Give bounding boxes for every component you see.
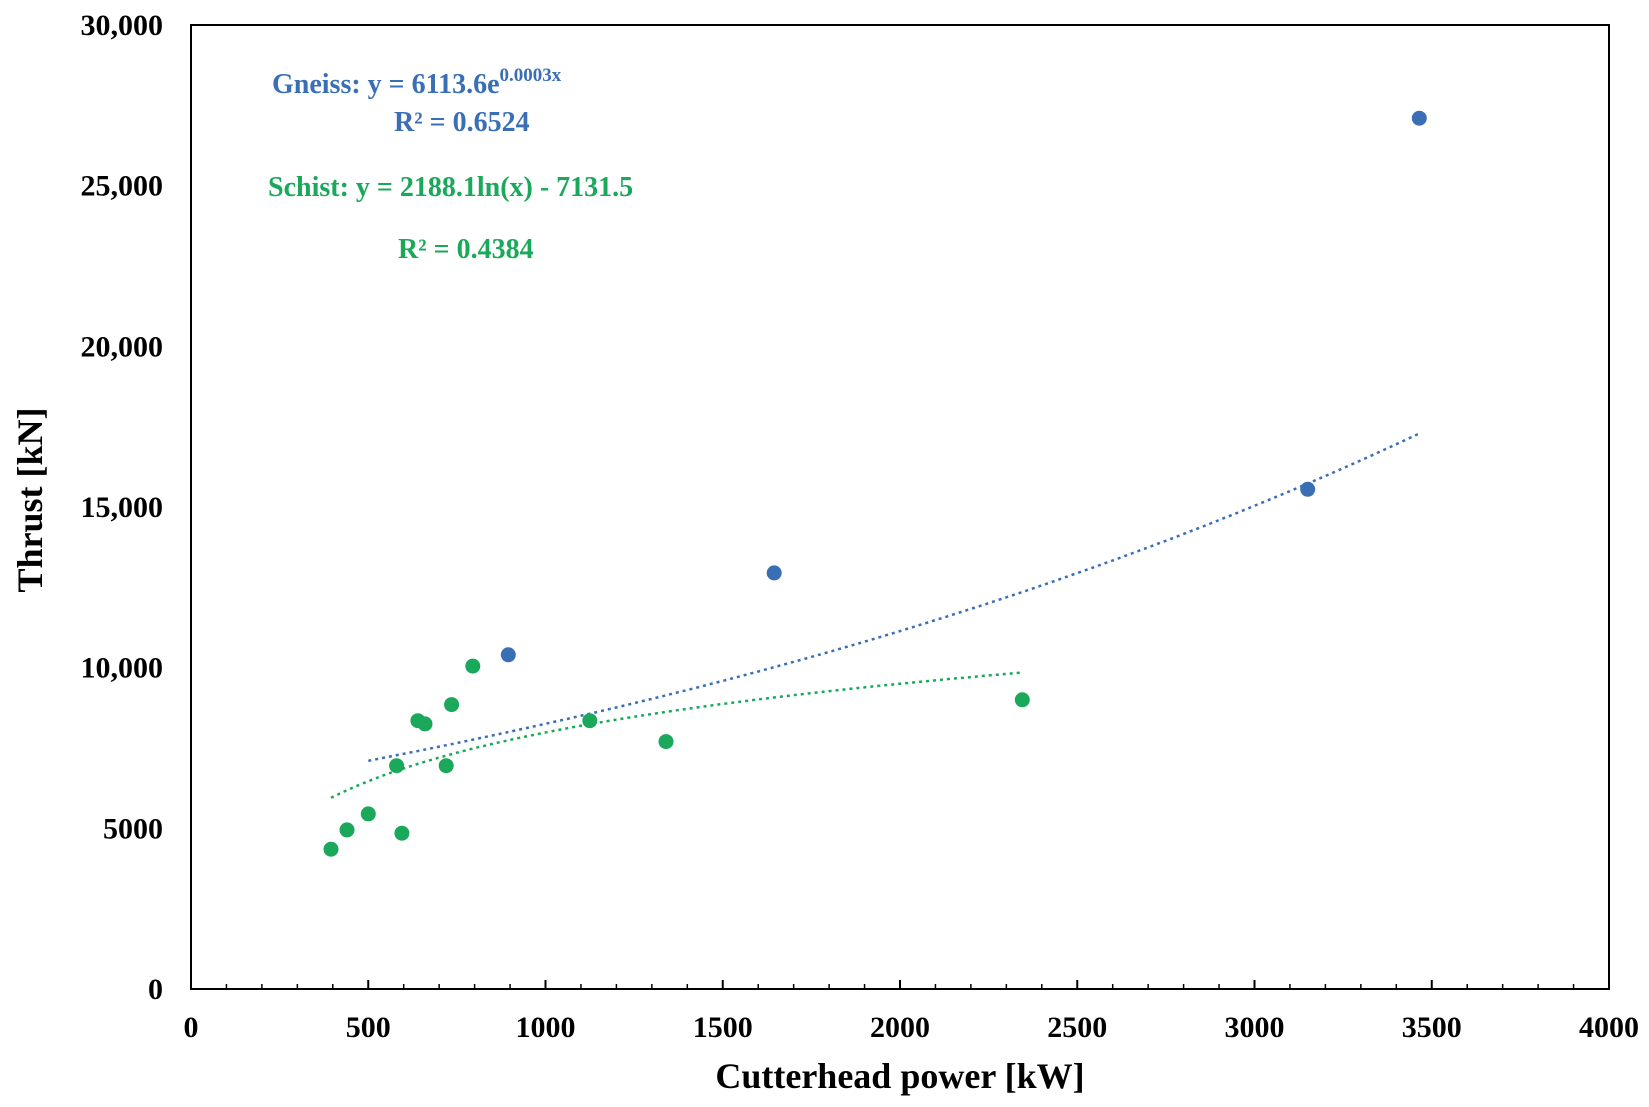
gneiss-equation-exponent: 0.0003x: [500, 65, 562, 86]
schist-point: [417, 716, 433, 732]
gneiss-trendline: [368, 431, 1422, 763]
x-tick-label: 4000: [1579, 1011, 1639, 1044]
points-layer: [323, 110, 1427, 857]
schist-point: [394, 825, 410, 841]
x-tick-label: 2000: [870, 1011, 930, 1044]
y-axis-title: Thrust [kN]: [10, 407, 50, 592]
x-tick-label: 0: [184, 1011, 199, 1044]
x-tick-label: 1500: [693, 1011, 753, 1044]
y-tick-label: 30,000: [81, 9, 164, 42]
y-tick-label: 10,000: [81, 652, 164, 685]
trendlines-layer: [330, 431, 1422, 799]
schist-point: [438, 758, 454, 774]
x-tick-label: 3000: [1225, 1011, 1285, 1044]
x-tick-label: 2500: [1047, 1011, 1107, 1044]
schist-point: [582, 713, 598, 729]
schist-trendline: [330, 671, 1023, 799]
schist-point: [465, 658, 481, 674]
plot-area: [190, 24, 1610, 990]
schist-point: [323, 841, 339, 857]
gneiss-point: [1411, 110, 1427, 126]
gneiss-equation-base: Gneiss: y = 6113.6e: [272, 69, 500, 100]
gneiss-point: [500, 647, 516, 663]
x-tick-label: 3500: [1402, 1011, 1462, 1044]
x-axis-title: Cutterhead power [kW]: [715, 1056, 1084, 1096]
schist-r2: R² = 0.4384: [398, 234, 534, 265]
x-tick-label: 500: [346, 1011, 391, 1044]
y-tick-label: 15,000: [81, 491, 164, 524]
gneiss-equation: Gneiss: y = 6113.6e0.0003x: [272, 65, 562, 100]
schist-point: [444, 697, 460, 713]
x-tick-label: 1000: [516, 1011, 576, 1044]
schist-point: [1014, 692, 1030, 708]
y-tick-label: 20,000: [81, 330, 164, 363]
gneiss-point: [766, 565, 782, 581]
gneiss-point: [1300, 481, 1316, 497]
y-tick-label: 0: [148, 973, 163, 1006]
gneiss-r2: R² = 0.6524: [394, 107, 530, 138]
schist-point: [658, 734, 674, 750]
schist-point: [360, 806, 376, 822]
schist-point: [339, 822, 355, 838]
y-tick-label: 25,000: [81, 170, 164, 203]
schist-equation: Schist: y = 2188.1ln(x) - 7131.5: [268, 172, 633, 203]
schist-point: [389, 758, 405, 774]
y-tick-label: 5000: [103, 812, 163, 845]
ticks-layer: 0 500 1000 1500 2000 2500 3000 3500 4000 0 5000 10,…: [81, 9, 1640, 1044]
